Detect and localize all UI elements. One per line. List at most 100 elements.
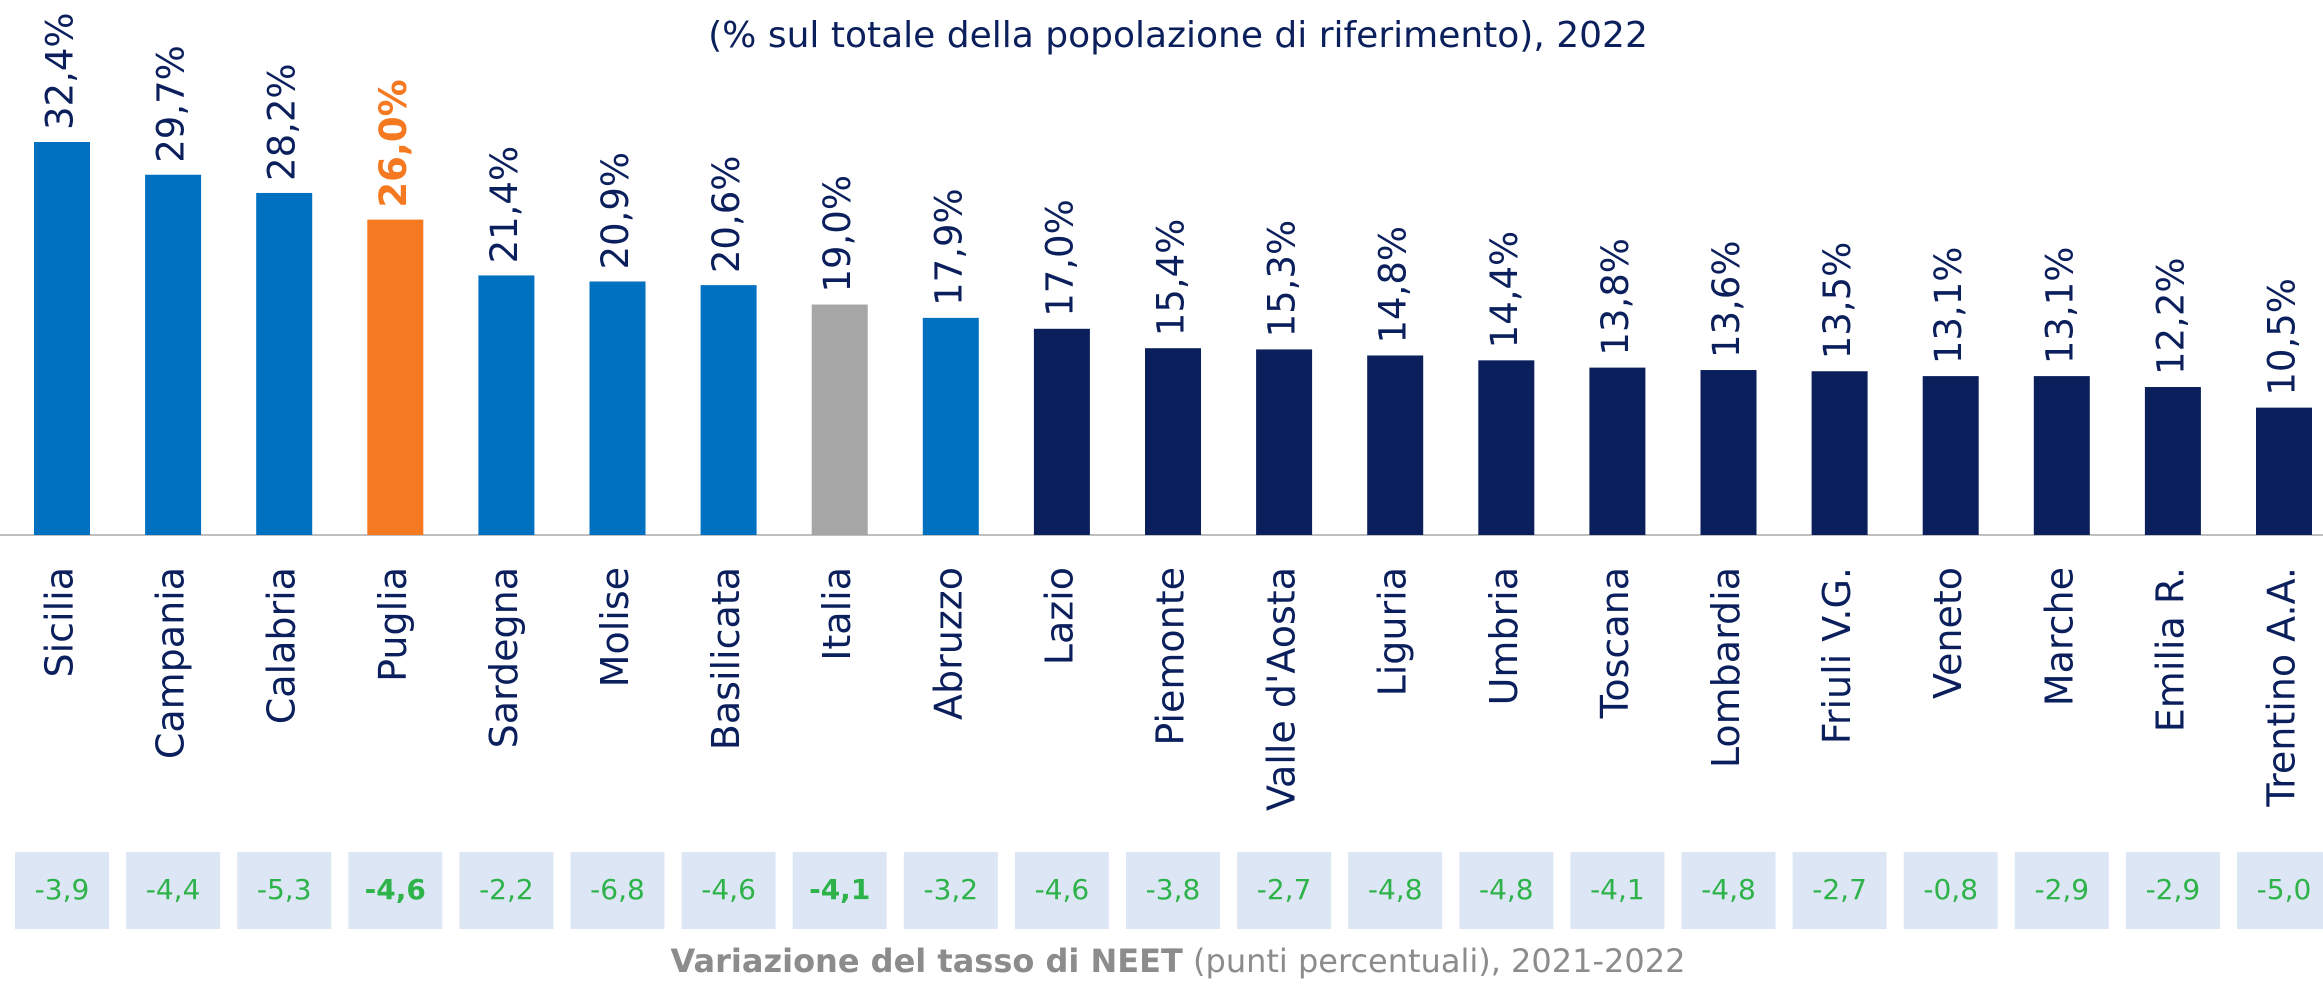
change-box bbox=[1681, 852, 1776, 929]
change-label: -4,1 bbox=[809, 873, 870, 906]
value-label: 10,5% bbox=[2261, 278, 2304, 396]
change-label: -3,8 bbox=[1146, 873, 1201, 906]
value-label: 13,1% bbox=[2038, 247, 2081, 365]
change-box bbox=[237, 852, 332, 929]
change-box bbox=[126, 852, 221, 929]
value-label: 13,8% bbox=[1594, 238, 1637, 356]
value-label: 20,9% bbox=[594, 152, 637, 270]
change-label: -4,6 bbox=[1035, 873, 1090, 906]
change-label: -4,1 bbox=[1590, 873, 1645, 906]
change-box bbox=[1459, 852, 1554, 929]
category-label: Trentino A.A. bbox=[2260, 567, 2304, 808]
bar bbox=[1922, 376, 1979, 535]
change-box bbox=[570, 852, 665, 929]
category-label: Calabria bbox=[260, 567, 304, 724]
category-label: Marche bbox=[2037, 567, 2081, 706]
value-label: 14,4% bbox=[1483, 231, 1526, 349]
bar bbox=[34, 142, 90, 535]
bar bbox=[811, 304, 868, 535]
change-label: -5,0 bbox=[2257, 873, 2312, 906]
value-label: 14,8% bbox=[1372, 226, 1415, 344]
bar bbox=[1367, 355, 1424, 535]
bar bbox=[700, 285, 757, 535]
category-label: Toscana bbox=[1593, 567, 1637, 719]
change-box bbox=[459, 852, 554, 929]
value-label: 21,4% bbox=[483, 146, 526, 264]
value-label: 29,7% bbox=[150, 45, 193, 163]
category-label: Lombardia bbox=[1704, 567, 1748, 768]
change-label: -0,8 bbox=[1923, 873, 1978, 906]
change-label: -4,8 bbox=[1368, 873, 1423, 906]
category-label: Friuli V.G. bbox=[1815, 567, 1859, 744]
change-box bbox=[681, 852, 776, 929]
bar bbox=[1811, 371, 1868, 535]
category-label: Emilia R. bbox=[2148, 567, 2192, 732]
chart-subtitle: (% sul totale della popolazione di rifer… bbox=[708, 15, 1648, 56]
category-label: Lazio bbox=[1037, 567, 1081, 665]
value-label: 20,6% bbox=[705, 156, 748, 274]
change-label: -2,9 bbox=[2034, 873, 2089, 906]
change-title-rest: (punti percentuali), 2021-2022 bbox=[1193, 942, 1685, 980]
change-label: -5,3 bbox=[257, 873, 312, 906]
value-label: 26,0% bbox=[372, 79, 415, 207]
value-label: 28,2% bbox=[261, 63, 304, 181]
change-label: -3,2 bbox=[923, 873, 978, 906]
value-label: 15,4% bbox=[1150, 219, 1193, 337]
value-label: 13,5% bbox=[1816, 242, 1859, 360]
change-box bbox=[1348, 852, 1443, 929]
value-label: 13,6% bbox=[1705, 240, 1748, 358]
bar bbox=[478, 275, 535, 535]
change-box bbox=[1570, 852, 1665, 929]
change-box bbox=[348, 852, 443, 929]
change-label: -4,8 bbox=[1701, 873, 1756, 906]
change-box bbox=[903, 852, 998, 929]
bar bbox=[922, 317, 979, 535]
change-label: -2,7 bbox=[1257, 873, 1312, 906]
bar bbox=[1478, 360, 1535, 535]
change-box bbox=[1126, 852, 1220, 929]
category-label: Liguria bbox=[1371, 567, 1415, 696]
category-label: Piemonte bbox=[1149, 567, 1193, 746]
category-label: Valle d'Aosta bbox=[1260, 567, 1304, 811]
bar bbox=[2033, 376, 2090, 535]
bar bbox=[2256, 407, 2312, 535]
change-box bbox=[2125, 852, 2220, 929]
change-title: Variazione del tasso di NEET (punti perc… bbox=[671, 942, 1686, 980]
category-label: Molise bbox=[593, 567, 637, 687]
change-label: -3,9 bbox=[35, 873, 90, 906]
change-box bbox=[1792, 852, 1887, 929]
category-label: Abruzzo bbox=[926, 567, 970, 720]
bar bbox=[589, 281, 646, 535]
bar bbox=[256, 192, 313, 535]
value-label: 17,9% bbox=[927, 188, 970, 306]
value-label: 15,3% bbox=[1261, 220, 1304, 338]
category-label: Basilicata bbox=[704, 567, 748, 750]
bar bbox=[1256, 349, 1313, 535]
change-label: -4,4 bbox=[146, 873, 201, 906]
change-box bbox=[792, 852, 887, 929]
category-label: Sicilia bbox=[38, 567, 82, 678]
category-label: Puglia bbox=[371, 567, 415, 682]
category-label: Campania bbox=[149, 567, 193, 759]
category-label: Umbria bbox=[1482, 567, 1526, 705]
change-box bbox=[1237, 852, 1332, 929]
category-label: Veneto bbox=[1926, 567, 1970, 699]
bar bbox=[1145, 348, 1201, 535]
change-label: -4,6 bbox=[365, 873, 426, 906]
bar bbox=[1033, 328, 1090, 535]
bar bbox=[367, 219, 424, 535]
change-box bbox=[15, 852, 109, 929]
bar bbox=[1589, 367, 1646, 535]
value-label: 13,1% bbox=[1927, 247, 1970, 365]
change-title-bold: Variazione del tasso di NEET bbox=[671, 942, 1184, 980]
change-label: -2,2 bbox=[479, 873, 534, 906]
change-label: -6,8 bbox=[590, 873, 645, 906]
change-label: -4,8 bbox=[1479, 873, 1534, 906]
value-label: 12,2% bbox=[2149, 257, 2192, 375]
value-label: 32,4% bbox=[39, 12, 82, 130]
change-box bbox=[1903, 852, 1998, 929]
bar bbox=[1700, 370, 1757, 535]
change-box bbox=[1014, 852, 1109, 929]
category-label: Sardegna bbox=[482, 567, 526, 748]
